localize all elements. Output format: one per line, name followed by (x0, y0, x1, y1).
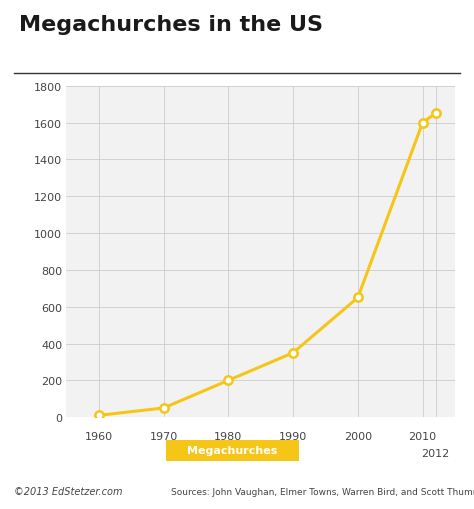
Text: Megachurches: Megachurches (187, 445, 277, 456)
Text: 1960: 1960 (85, 431, 113, 441)
Text: Megachurches in the US: Megachurches in the US (19, 15, 323, 35)
Text: Sources: John Vaughan, Elmer Towns, Warren Bird, and Scott Thumma: Sources: John Vaughan, Elmer Towns, Warr… (171, 487, 474, 496)
Text: 2010: 2010 (409, 431, 437, 441)
Text: 1990: 1990 (279, 431, 307, 441)
Text: 2012: 2012 (421, 448, 450, 458)
Text: 1980: 1980 (214, 431, 242, 441)
Text: 1970: 1970 (149, 431, 178, 441)
Text: 2000: 2000 (344, 431, 372, 441)
Text: ©2013 EdStetzer.com: ©2013 EdStetzer.com (14, 486, 123, 496)
